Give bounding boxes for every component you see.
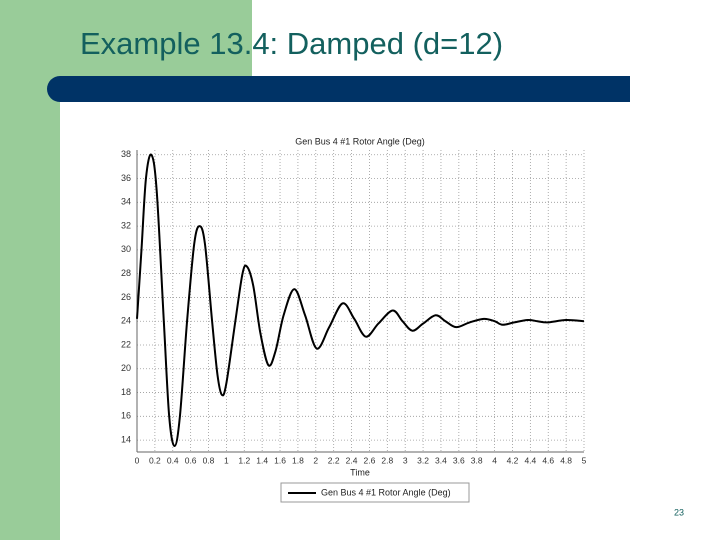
x-tick-label: 3.4: [435, 455, 447, 465]
y-tick-label: 38: [121, 149, 131, 159]
plot-area: [137, 150, 584, 452]
x-tick-label: 4.4: [524, 455, 536, 465]
title-bar: [47, 76, 630, 102]
y-tick-label: 28: [121, 268, 131, 278]
x-tick-label: 3: [403, 455, 408, 465]
x-tick-label: 0.6: [185, 455, 197, 465]
y-tick-label: 32: [121, 220, 131, 230]
x-tick-label: 5: [582, 455, 587, 465]
y-tick-label: 26: [121, 292, 131, 302]
page-number: 23: [674, 507, 684, 517]
x-tick-label: 1.8: [292, 455, 304, 465]
x-tick-label: 1.6: [274, 455, 286, 465]
x-tick-label: 1.2: [238, 455, 250, 465]
y-tick-label: 18: [121, 387, 131, 397]
x-tick-label: 2: [313, 455, 318, 465]
slide-title: Example 13.4: Damped (d=12): [80, 26, 503, 61]
legend-label: Gen Bus 4 #1 Rotor Angle (Deg): [321, 487, 451, 497]
x-tick-label: 1.4: [256, 455, 268, 465]
x-tick-label: 3.8: [471, 455, 483, 465]
y-tick-label: 24: [121, 316, 131, 326]
x-tick-label: 2.4: [346, 455, 358, 465]
x-tick-label: 4.6: [542, 455, 554, 465]
x-tick-label: 0.2: [149, 455, 161, 465]
x-tick-label: 0.4: [167, 455, 179, 465]
x-tick-label: 3.2: [417, 455, 429, 465]
x-tick-label: 4: [492, 455, 497, 465]
y-tick-label: 22: [121, 339, 131, 349]
y-tick-label: 14: [121, 434, 131, 444]
y-tick-label: 34: [121, 197, 131, 207]
x-tick-label: 1: [224, 455, 229, 465]
x-tick-label: 2.8: [381, 455, 393, 465]
x-tick-label: 2.6: [364, 455, 376, 465]
x-tick-label: 0: [135, 455, 140, 465]
x-tick-label: 4.8: [560, 455, 572, 465]
x-axis-label: Time: [350, 467, 370, 477]
data-line: [136, 153, 585, 448]
x-tick-label: 0.8: [203, 455, 215, 465]
y-tick-label: 20: [121, 363, 131, 373]
legend-box: [280, 482, 470, 503]
y-tick-label: 16: [121, 411, 131, 421]
y-tick-label: 30: [121, 244, 131, 254]
x-tick-label: 4.2: [507, 455, 519, 465]
chart-title: Gen Bus 4 #1 Rotor Angle (Deg): [295, 136, 425, 146]
x-tick-label: 3.6: [453, 455, 465, 465]
x-tick-label: 2.2: [328, 455, 340, 465]
y-tick-label: 36: [121, 173, 131, 183]
